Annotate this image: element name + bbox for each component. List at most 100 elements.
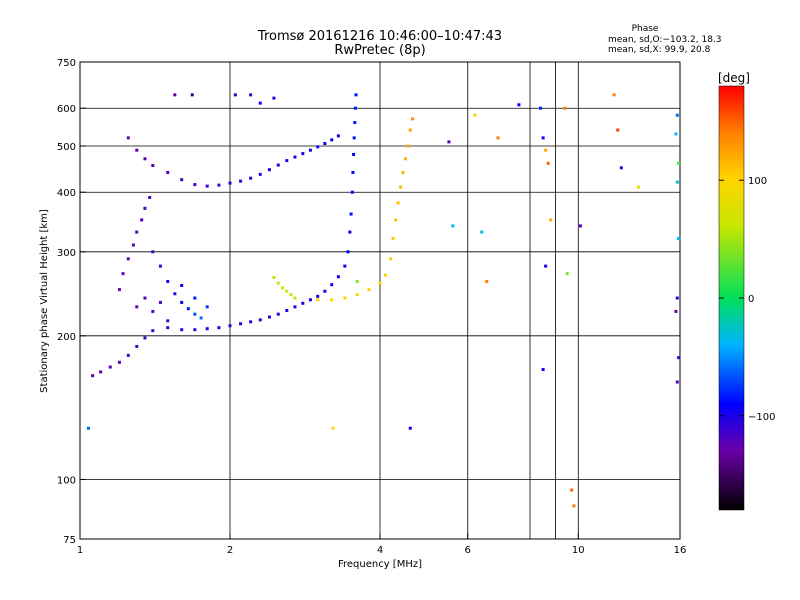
data-point [411,117,415,121]
data-point [331,426,335,430]
data-point [336,275,340,279]
y-tick-label: 200 [57,332,76,343]
data-point [285,308,289,312]
data-point [355,293,359,297]
x-tick-label: 16 [674,545,687,556]
data-point [336,134,340,138]
data-point [323,142,327,146]
data-point [126,353,130,357]
data-point [86,426,90,430]
data-point [180,300,184,304]
data-point [480,230,484,234]
data-point [301,301,305,305]
data-point [675,113,679,117]
data-point [541,367,545,371]
data-point [517,103,521,107]
data-point [126,136,130,140]
data-point [135,344,139,348]
data-point [143,336,147,340]
data-point [205,184,209,188]
data-point [308,298,312,302]
data-point [281,286,285,290]
y-tick-label: 400 [57,188,76,199]
data-point [199,316,203,320]
data-point [108,365,112,369]
x-tick-label: 2 [227,545,233,556]
data-point [367,288,371,292]
y-axis-label: Stationary phase Virtual Height [km] [39,209,50,393]
data-point [496,136,500,140]
data-point [285,159,289,163]
data-point [544,148,548,152]
data-point [401,170,405,174]
data-point [346,250,350,254]
data-point [677,236,681,240]
data-point [351,170,355,174]
data-point [180,328,184,332]
data-point [539,106,543,110]
data-point [352,136,356,140]
x-tick-label: 1 [77,545,83,556]
data-point [293,305,297,309]
data-point [285,289,289,293]
data-point [272,96,276,100]
y-tick-label: 600 [57,104,76,115]
data-point [249,93,253,97]
data-point [249,176,253,180]
data-point [126,257,130,261]
colorbar-tick-label: 0 [748,294,754,305]
data-points [86,93,681,508]
data-point [394,218,398,222]
data-point [619,166,623,170]
data-point [239,322,243,326]
phase-stats-title: Phase [632,24,659,34]
data-point [549,218,553,222]
data-point [158,300,162,304]
data-point [354,93,358,97]
data-point [217,183,221,187]
data-point [677,161,681,165]
data-point [249,320,253,324]
data-point [570,488,574,492]
data-point [158,264,162,268]
data-point [258,101,262,105]
data-point [228,181,232,185]
y-tick-label: 500 [57,142,76,153]
data-point [272,276,276,280]
data-point [544,264,548,268]
data-point [293,296,297,300]
data-point [565,272,569,276]
data-point [451,224,455,228]
data-point [140,218,144,222]
axis-ticks: 1 2 4 6 10 16 75 100 200 300 400 500 600 750 [57,58,686,556]
data-point [143,206,147,210]
data-point [612,93,616,97]
data-point [350,190,354,194]
data-point [406,144,410,148]
data-point [636,185,640,189]
data-point [193,312,197,316]
data-point [276,163,280,167]
data-point [330,138,334,142]
y-tick-label: 750 [57,58,76,69]
data-point [349,212,353,216]
data-point [151,329,155,333]
y-tick-label: 300 [57,248,76,259]
data-point [143,296,147,300]
data-point [353,106,357,110]
data-point [353,121,357,125]
data-point [308,148,312,152]
data-point [316,145,320,149]
data-point [403,157,407,161]
data-point [121,272,125,276]
data-point [205,327,209,331]
data-point [276,312,280,316]
data-point [675,380,679,384]
data-point [546,161,550,165]
data-point [173,292,177,296]
data-point [99,370,103,374]
data-point [316,294,320,298]
x-tick-label: 6 [465,545,471,556]
data-point [674,132,678,136]
